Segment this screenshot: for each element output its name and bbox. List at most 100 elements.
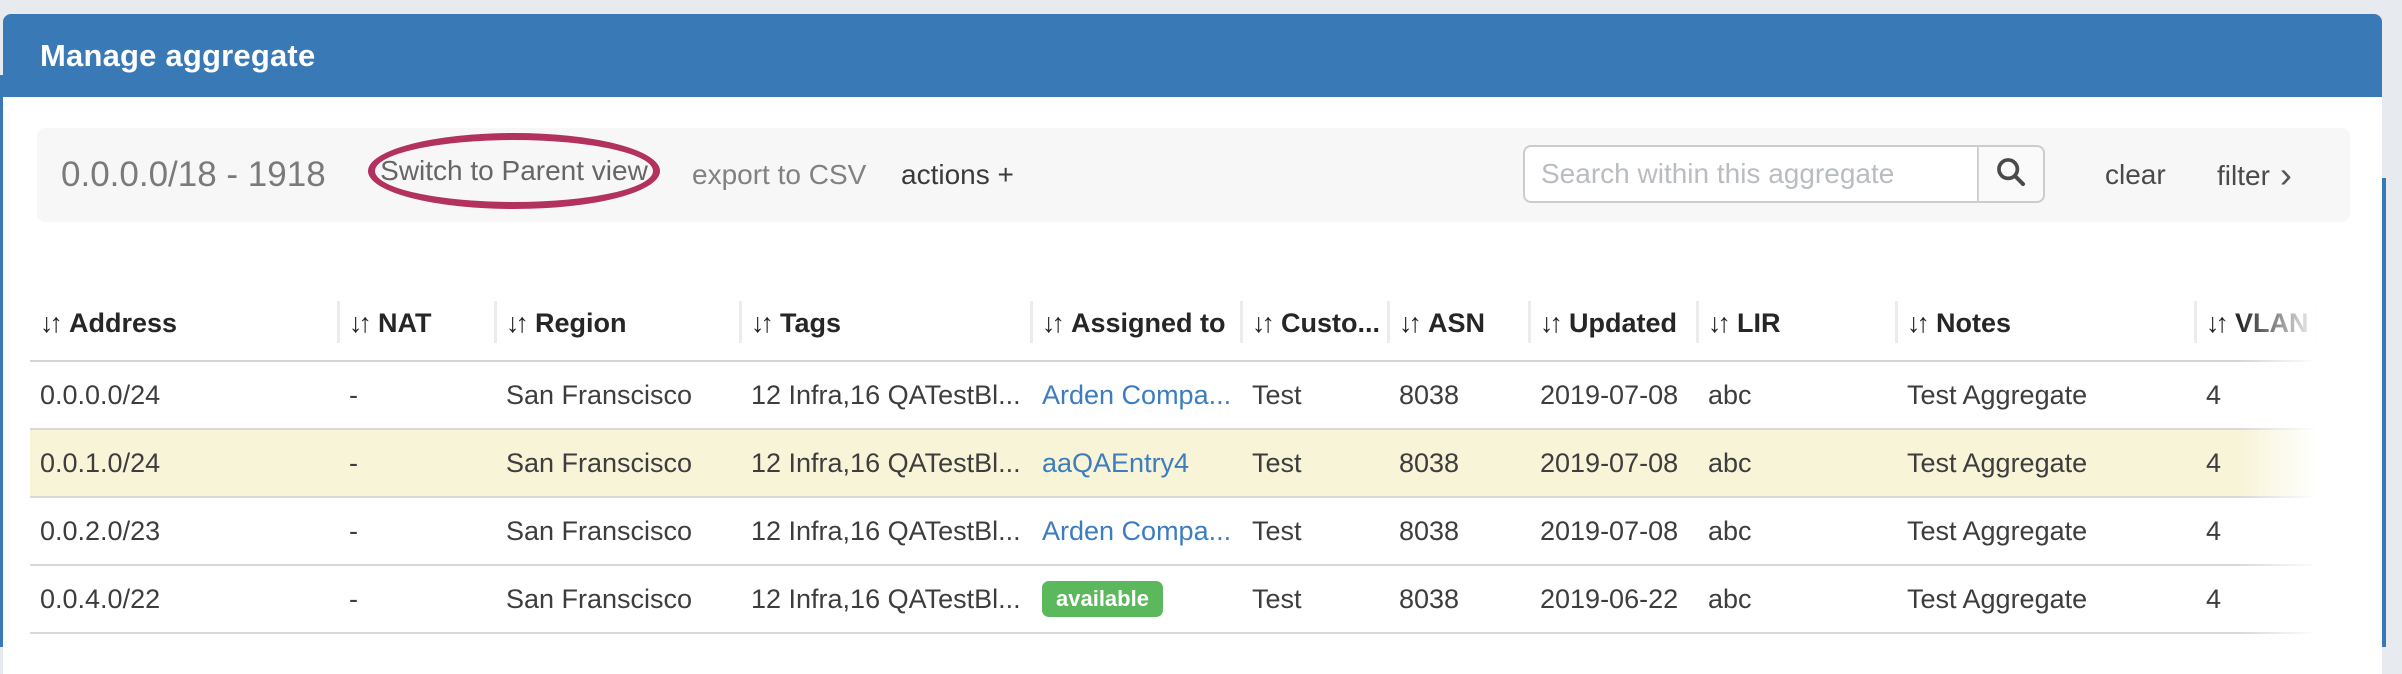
- cell-updated: 2019-06-22: [1528, 565, 1696, 634]
- switch-to-parent-view-link[interactable]: Switch to Parent view: [380, 155, 648, 186]
- cell-customer: Test: [1240, 565, 1387, 634]
- table-row[interactable]: 0.0.2.0/23 - San Franscisco 12 Infra,16 …: [30, 497, 2355, 566]
- column-header-tags[interactable]: ↓↑ Tags: [739, 287, 1030, 362]
- column-header-lir[interactable]: ↓↑ LIR: [1696, 287, 1895, 362]
- filter-button-label: filter: [2217, 160, 2270, 191]
- cell-updated: 2019-07-08: [1528, 429, 1696, 498]
- cell-updated: 2019-07-08: [1528, 361, 1696, 430]
- table-row[interactable]: 0.0.4.0/22 - San Franscisco 12 Infra,16 …: [30, 565, 2355, 634]
- column-header-notes[interactable]: ↓↑ Notes: [1895, 287, 2194, 362]
- cell-tags: 12 Infra,16 QATestBl...: [739, 361, 1030, 430]
- cell-vlan: 4: [2194, 429, 2314, 498]
- table-row[interactable]: 0.0.1.0/24 - San Franscisco 12 Infra,16 …: [30, 429, 2355, 498]
- cell-truncated: [2314, 361, 2355, 430]
- aggregate-label: 0.0.0.0/18 - 1918: [61, 155, 326, 194]
- manage-aggregate-panel: Manage aggregate 0.0.0.0/18 - 1918 Switc…: [3, 14, 2382, 674]
- panel-left-border: [0, 75, 3, 647]
- cell-notes: Test Aggregate: [1895, 361, 2194, 430]
- assigned-to-link[interactable]: Arden Compa...: [1042, 515, 1232, 546]
- sort-icon: ↓↑: [1042, 308, 1065, 338]
- cell-truncated: [2314, 565, 2355, 634]
- sort-icon: ↓↑: [40, 308, 63, 338]
- chevron-right-icon: ›: [2279, 154, 2292, 195]
- table-header-row: ↓↑ Address ↓↑ NAT ↓↑ Region ↓↑ Tags ↓↑ Assigned t…: [30, 287, 2355, 362]
- cell-lir: abc: [1696, 361, 1895, 430]
- column-header-label: NAT: [378, 308, 432, 338]
- cell-customer: Test: [1240, 429, 1387, 498]
- assigned-to-link[interactable]: Arden Compa...: [1042, 379, 1232, 410]
- cell-lir: abc: [1696, 565, 1895, 634]
- aggregate-table: ↓↑ Address ↓↑ NAT ↓↑ Region ↓↑ Tags ↓↑ Assigned t…: [30, 287, 2355, 634]
- column-header-updated[interactable]: ↓↑ Updated: [1528, 287, 1696, 362]
- cell-vlan: 4: [2194, 497, 2314, 566]
- cell-truncated: [2314, 429, 2355, 498]
- cell-region: San Franscisco: [494, 565, 739, 634]
- column-header-label: Custo...: [1281, 308, 1380, 338]
- column-header-label: LIR: [1737, 308, 1781, 338]
- sort-icon: ↓↑: [1708, 308, 1731, 338]
- page: Manage aggregate 0.0.0.0/18 - 1918 Switc…: [0, 14, 2386, 674]
- cell-region: San Franscisco: [494, 429, 739, 498]
- column-header-region[interactable]: ↓↑ Region: [494, 287, 739, 362]
- column-header-label: Updated: [1569, 308, 1677, 338]
- cell-vlan: 4: [2194, 565, 2314, 634]
- truncated-link-fragment: [2340, 388, 2350, 404]
- page-title: Manage aggregate: [40, 37, 316, 73]
- column-header-label: Tags: [780, 308, 842, 338]
- search-input[interactable]: [1523, 145, 1978, 203]
- cell-vlan: 4: [2194, 361, 2314, 430]
- cell-notes: Test Aggregate: [1895, 565, 2194, 634]
- sort-icon: ↓↑: [349, 308, 372, 338]
- column-header-label: VLAN: [2235, 308, 2309, 338]
- column-header-overflow: [2314, 287, 2355, 362]
- search-group: [1523, 145, 2045, 203]
- sort-icon: ↓↑: [1907, 308, 1930, 338]
- column-header-asn[interactable]: ↓↑ ASN: [1387, 287, 1528, 362]
- cell-truncated: [2314, 497, 2355, 566]
- truncated-link-fragment: [2340, 456, 2350, 472]
- sort-icon: ↓↑: [506, 308, 529, 338]
- search-button[interactable]: [1978, 145, 2045, 203]
- sort-icon: ↓↑: [1399, 308, 1422, 338]
- cell-asn: 8038: [1387, 565, 1528, 634]
- cell-address: 0.0.0.0/24: [30, 361, 337, 430]
- cell-nat: -: [337, 361, 494, 430]
- clear-button[interactable]: clear: [2105, 159, 2166, 190]
- column-header-label: Address: [69, 308, 178, 338]
- annotation-ellipse: Switch to Parent view: [368, 133, 660, 209]
- truncated-link-fragment: [2340, 592, 2350, 608]
- cell-asn: 8038: [1387, 361, 1528, 430]
- cell-tags: 12 Infra,16 QATestBl...: [739, 429, 1030, 498]
- column-header-nat[interactable]: ↓↑ NAT: [337, 287, 494, 362]
- column-header-label: Region: [535, 308, 627, 338]
- column-header-label: Assigned to: [1071, 308, 1226, 338]
- cell-assigned-to: available: [1030, 565, 1240, 634]
- column-header-vlan[interactable]: ↓↑ VLAN: [2194, 287, 2314, 362]
- cell-customer: Test: [1240, 497, 1387, 566]
- cell-assigned-to: aaQAEntry4: [1030, 429, 1240, 498]
- table-row[interactable]: 0.0.0.0/24 - San Franscisco 12 Infra,16 …: [30, 361, 2355, 430]
- cell-nat: -: [337, 497, 494, 566]
- sort-icon: ↓↑: [751, 308, 774, 338]
- cell-assigned-to: Arden Compa...: [1030, 497, 1240, 566]
- truncated-link-fragment: [2340, 524, 2350, 540]
- cell-region: San Franscisco: [494, 361, 739, 430]
- cell-nat: -: [337, 565, 494, 634]
- cell-region: San Franscisco: [494, 497, 739, 566]
- cell-address: 0.0.1.0/24: [30, 429, 337, 498]
- cell-address: 0.0.4.0/22: [30, 565, 337, 634]
- column-header-custo[interactable]: ↓↑ Custo...: [1240, 287, 1387, 362]
- export-to-csv-button[interactable]: export to CSV: [692, 159, 867, 190]
- actions-menu-button[interactable]: actions +: [901, 159, 1014, 190]
- status-badge-available: available: [1042, 581, 1163, 617]
- cell-tags: 12 Infra,16 QATestBl...: [739, 497, 1030, 566]
- assigned-to-link[interactable]: aaQAEntry4: [1042, 447, 1190, 478]
- toolbar: 0.0.0.0/18 - 1918 Switch to Parent view …: [37, 128, 2350, 222]
- cell-lir: abc: [1696, 429, 1895, 498]
- column-header-address[interactable]: ↓↑ Address: [30, 287, 337, 362]
- cell-lir: abc: [1696, 497, 1895, 566]
- column-header-assigned-to[interactable]: ↓↑ Assigned to: [1030, 287, 1240, 362]
- cell-assigned-to: Arden Compa...: [1030, 361, 1240, 430]
- cell-asn: 8038: [1387, 429, 1528, 498]
- filter-button[interactable]: filter ›: [2217, 128, 2292, 222]
